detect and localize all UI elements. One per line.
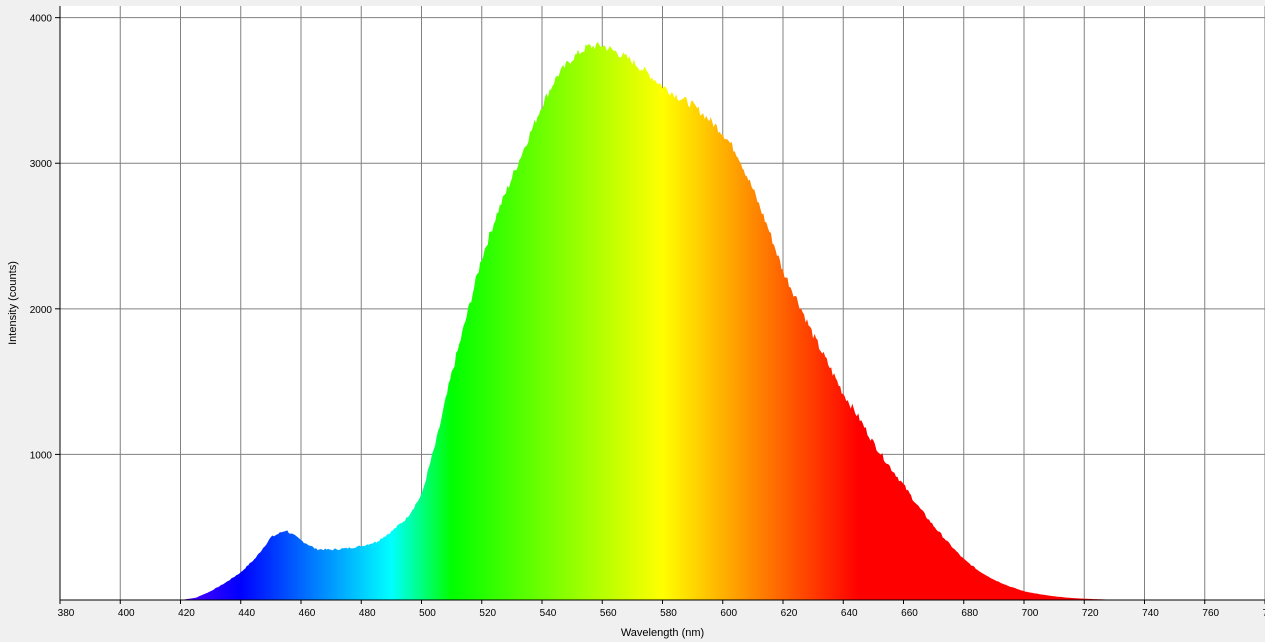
x-tick-label: 620 [781,608,798,619]
x-tick-label: 440 [238,608,255,619]
x-tick-labels: 380 400 420 440 460 480 500 520 540 560 580 600 620 6… [58,608,1265,619]
y-tick-label: 3000 [30,159,53,170]
x-tick-label: 420 [178,608,195,619]
x-tick-label: 780 [1263,608,1265,619]
x-tick-label: 380 [58,608,75,619]
x-tick-label: 560 [600,608,617,619]
y-tick-label: 4000 [30,14,53,25]
x-tick-label: 400 [118,608,135,619]
x-tick-label: 740 [1142,608,1159,619]
x-tick-label: 480 [359,608,376,619]
y-tick-label: 1000 [30,450,53,461]
y-axis-title: Intensity (counts) [7,261,19,345]
x-tick-label: 660 [901,608,918,619]
y-tick-label: 2000 [30,305,53,316]
spectrum-area [180,41,1145,600]
x-axis-title: Wavelength (nm) [621,627,704,639]
x-tick-label: 760 [1202,608,1219,619]
x-tick-label: 500 [419,608,436,619]
x-tick-label: 600 [720,608,737,619]
x-tick-label: 540 [540,608,557,619]
x-tick-label: 720 [1082,608,1099,619]
x-tick-label: 460 [299,608,316,619]
x-tick-label: 640 [841,608,858,619]
x-tick-label: 520 [479,608,496,619]
y-tick-labels: 1000 2000 3000 4000 [30,14,53,462]
x-tick-label: 680 [961,608,978,619]
axes [55,6,1265,604]
x-tick-label: 700 [1022,608,1039,619]
x-tick-label: 580 [660,608,677,619]
